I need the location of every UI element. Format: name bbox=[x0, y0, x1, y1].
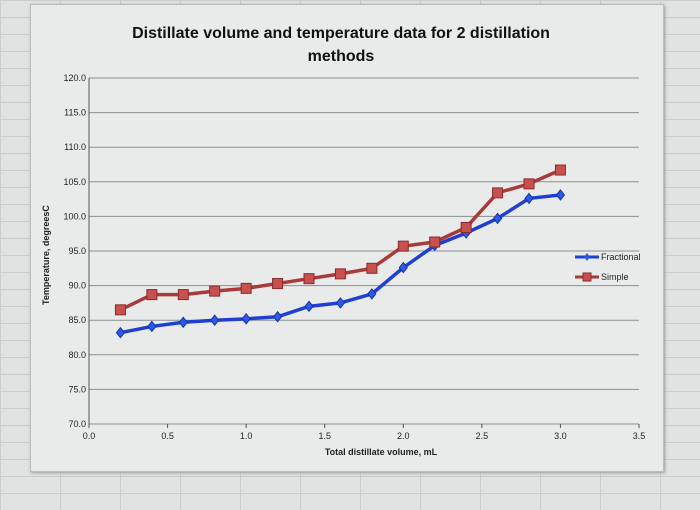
data-point bbox=[178, 316, 188, 329]
data-point bbox=[397, 240, 409, 252]
x-tick-label: 3.5 bbox=[633, 431, 646, 441]
data-point bbox=[429, 236, 441, 248]
line-chart: Distillate volume and temperature data f… bbox=[41, 25, 646, 457]
y-tick-label: 70.0 bbox=[68, 419, 86, 429]
y-tick-label: 100.0 bbox=[63, 211, 86, 221]
data-point bbox=[115, 326, 126, 339]
y-tick-label: 80.0 bbox=[68, 350, 86, 360]
data-point bbox=[460, 221, 472, 233]
y-tick-label: 85.0 bbox=[68, 315, 86, 325]
data-point bbox=[272, 310, 283, 323]
y-tick-label: 90.0 bbox=[68, 281, 86, 291]
x-tick-label: 0.5 bbox=[161, 431, 174, 441]
chart-area[interactable]: Distillate volume and temperature data f… bbox=[30, 4, 664, 472]
data-point bbox=[366, 262, 378, 274]
data-point bbox=[492, 212, 503, 225]
data-point bbox=[177, 289, 189, 301]
data-point bbox=[209, 285, 221, 297]
legend-label: Simple bbox=[601, 272, 629, 282]
data-point bbox=[524, 192, 534, 205]
legend-label: Fractional bbox=[601, 252, 641, 262]
x-tick-label: 3.0 bbox=[554, 431, 567, 441]
data-point bbox=[241, 313, 251, 325]
y-tick-label: 115.0 bbox=[64, 108, 86, 118]
data-point bbox=[146, 289, 158, 301]
y-tick-label: 75.0 bbox=[68, 384, 86, 394]
y-tick-label: 105.0 bbox=[63, 177, 86, 187]
data-point bbox=[210, 314, 220, 327]
data-point bbox=[334, 268, 346, 280]
data-point bbox=[398, 261, 408, 274]
data-point bbox=[555, 189, 566, 201]
series-line-fractional bbox=[120, 193, 561, 335]
x-tick-label: 1.0 bbox=[240, 431, 253, 441]
data-point bbox=[147, 320, 157, 333]
data-point bbox=[114, 304, 126, 316]
data-point bbox=[554, 164, 566, 176]
chart-title-line2: methods bbox=[308, 48, 375, 65]
data-point bbox=[367, 288, 377, 300]
y-axis-label: Temperature, degreesC bbox=[41, 205, 51, 305]
data-point bbox=[303, 273, 315, 285]
data-point bbox=[272, 278, 284, 290]
x-tick-label: 0.0 bbox=[83, 431, 96, 441]
legend-marker bbox=[582, 272, 592, 282]
data-point bbox=[304, 300, 314, 313]
x-axis-label: Total distillate volume, mL bbox=[325, 447, 438, 457]
data-point bbox=[335, 297, 346, 309]
x-tick-label: 1.5 bbox=[318, 431, 331, 441]
x-tick-label: 2.0 bbox=[397, 431, 410, 441]
y-tick-label: 95.0 bbox=[68, 246, 86, 256]
data-point bbox=[240, 282, 252, 294]
data-point bbox=[492, 187, 504, 199]
y-tick-label: 120.0 bbox=[63, 73, 86, 83]
data-point bbox=[523, 178, 535, 190]
y-tick-label: 110.0 bbox=[64, 142, 86, 152]
x-tick-label: 2.5 bbox=[476, 431, 489, 441]
chart-title-line1: Distillate volume and temperature data f… bbox=[132, 25, 550, 42]
legend-marker bbox=[584, 253, 590, 261]
